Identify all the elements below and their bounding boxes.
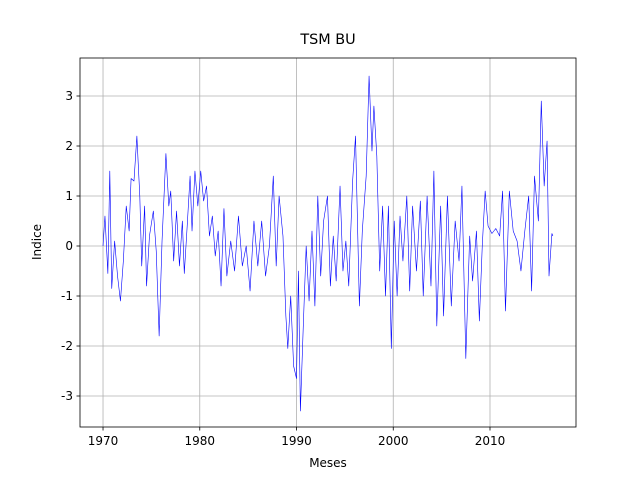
x-tick-label: 1980 [184,434,215,448]
x-tick-label: 1990 [281,434,312,448]
y-tick-label: -2 [61,339,73,353]
x-tick-label: 1970 [88,434,119,448]
x-tick-label: 2010 [475,434,506,448]
y-tick-label: 0 [65,239,73,253]
y-tick-label: 2 [65,139,73,153]
plot-frame [79,57,577,428]
y-axis-label: Indice [30,224,44,260]
y-tick-label: 3 [65,89,73,103]
x-axis-label: Meses [309,456,347,470]
chart-title: TSM BU [299,32,355,48]
y-tick-label: -1 [61,289,73,303]
y-tick-label: -3 [61,389,73,403]
data-line [102,75,554,412]
y-tick-label: 1 [65,189,73,203]
x-tick-label: 2000 [378,434,409,448]
